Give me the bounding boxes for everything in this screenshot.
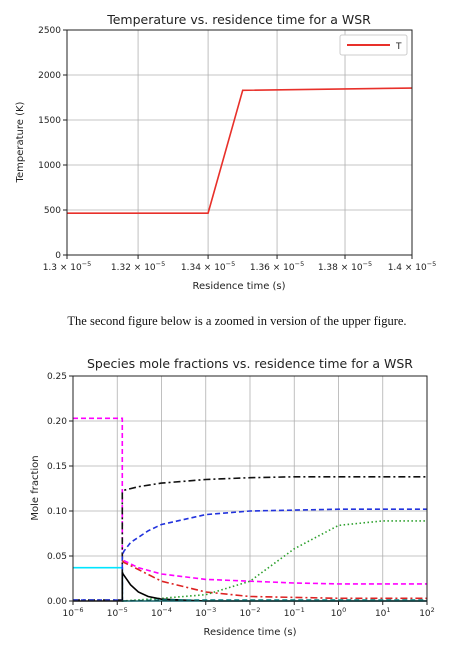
chart2-ylabel: Mole fraction xyxy=(30,455,41,520)
temperature-chart: Temperature vs. residence time for a WSR… xyxy=(15,12,437,292)
chart1-title: Temperature vs. residence time for a WSR xyxy=(106,12,371,27)
chart2-ytick-label: 0.25 xyxy=(47,372,67,382)
chart1-xtick-label: 1.36 × 10−5 xyxy=(250,260,304,273)
chart2-title: Species mole fractions vs. residence tim… xyxy=(87,356,413,371)
chart1-ytick-label: 1500 xyxy=(38,116,61,126)
chart2-series-line-5 xyxy=(122,520,427,602)
chart1-ytick-label: 0 xyxy=(55,251,61,261)
chart2-ytick-label: 0.10 xyxy=(47,507,67,517)
chart1-plot-frame xyxy=(66,29,413,256)
chart2-ytick-label: 0.15 xyxy=(47,462,67,472)
chart1-ytick-label: 2500 xyxy=(38,26,61,36)
chart2-series-line-6 xyxy=(73,571,427,602)
chart2-series-line-4 xyxy=(121,560,427,600)
chart1-xtick-label: 1.34 × 10−5 xyxy=(181,260,235,273)
chart2-xtick-label: 10−6 xyxy=(62,606,83,619)
caption-text: The second figure below is a zoomed in v… xyxy=(67,314,407,328)
chart2-ytick-label: 0.00 xyxy=(47,597,67,607)
chart2-xtick-label: 10−3 xyxy=(195,606,216,619)
chart2-ytick-label: 0.20 xyxy=(47,417,67,427)
chart1-xtick-label: 1.4 × 10−5 xyxy=(388,260,437,273)
species-chart: Species mole fractions vs. residence tim… xyxy=(30,356,435,638)
chart2-xtick-label: 10−2 xyxy=(239,606,260,619)
chart1-legend-label: T xyxy=(395,42,402,52)
chart2-xlabel: Residence time (s) xyxy=(203,627,296,638)
chart1-xlabel: Residence time (s) xyxy=(192,281,285,292)
chart1-ytick-label: 1000 xyxy=(38,161,61,171)
chart1-ytick-label: 2000 xyxy=(38,71,61,81)
chart2-series-line-0 xyxy=(73,417,427,585)
chart2-xtick-label: 10−5 xyxy=(107,606,128,619)
chart2-xtick-label: 101 xyxy=(375,606,391,619)
chart1-ytick-label: 500 xyxy=(44,206,61,216)
chart1-ylabel: Temperature (K) xyxy=(15,101,26,183)
chart2-xtick-label: 10−1 xyxy=(284,606,305,619)
chart2-xtick-label: 10−4 xyxy=(151,606,172,619)
chart2-xtick-label: 102 xyxy=(419,606,435,619)
chart1-xtick-label: 1.32 × 10−5 xyxy=(111,260,165,273)
chart1-xtick-label: 1.38 × 10−5 xyxy=(318,260,372,273)
chart2-ytick-label: 0.05 xyxy=(47,552,67,562)
chart2-series-line-2 xyxy=(73,476,427,601)
chart2-series-line-3 xyxy=(73,508,427,601)
chart1-series-line-0 xyxy=(67,87,413,214)
chart1-xtick-label: 1.3 × 10−5 xyxy=(43,260,92,273)
chart2-xtick-label: 100 xyxy=(331,606,347,619)
chart1-legend: T xyxy=(339,34,408,56)
